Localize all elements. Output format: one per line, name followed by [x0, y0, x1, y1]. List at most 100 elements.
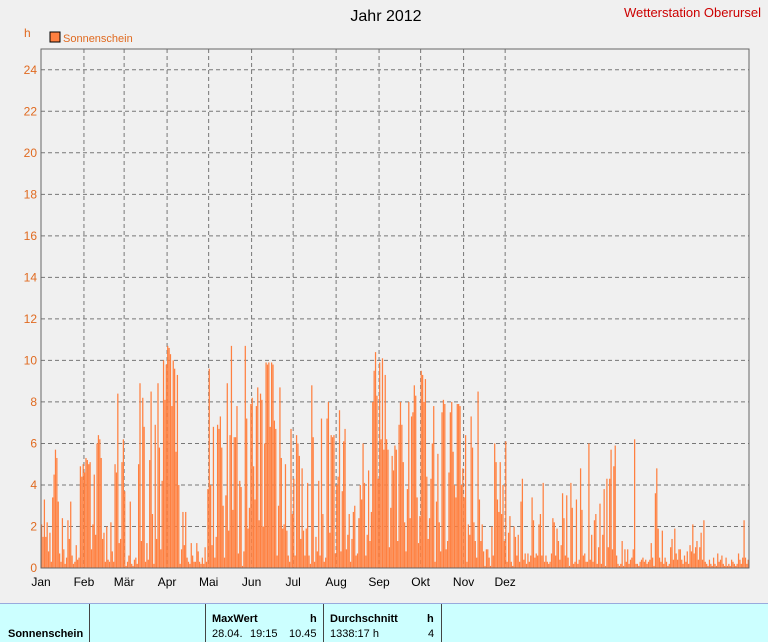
x-tick-label: Jul — [285, 575, 300, 589]
bar — [462, 468, 464, 568]
bar — [140, 541, 143, 568]
bar — [656, 468, 658, 568]
bar — [692, 524, 694, 568]
y-tick-label: 20 — [24, 146, 38, 160]
bar — [708, 559, 711, 568]
bar — [183, 545, 185, 568]
bar — [264, 443, 266, 568]
bar — [607, 547, 609, 568]
bar — [352, 511, 354, 568]
bar — [174, 368, 176, 568]
bar — [273, 420, 276, 568]
bar — [97, 435, 100, 568]
max-date: 28.04. — [212, 628, 243, 640]
bar — [539, 514, 542, 568]
bar — [535, 553, 537, 568]
stats-panel: Sonnenschein MaxWert h 28.04. 19:15 10.4… — [0, 603, 768, 642]
bar — [63, 549, 65, 568]
bar — [703, 520, 705, 568]
bar — [154, 424, 156, 568]
bar — [251, 397, 253, 568]
bar — [514, 536, 517, 568]
bar — [70, 501, 72, 568]
bar — [564, 555, 566, 568]
bar — [585, 561, 587, 568]
bar — [110, 522, 112, 568]
bar — [584, 553, 586, 568]
bar — [151, 514, 154, 568]
bar — [290, 428, 292, 568]
bar — [660, 561, 662, 568]
bar — [190, 543, 192, 568]
bar — [491, 526, 493, 568]
bar — [451, 401, 453, 568]
bar — [631, 557, 633, 568]
bar — [388, 547, 391, 568]
bar — [521, 478, 524, 568]
bar — [248, 507, 251, 568]
bar — [370, 511, 372, 568]
bar — [168, 347, 170, 568]
bar — [689, 545, 691, 568]
bar — [402, 462, 404, 568]
bar — [59, 553, 61, 568]
x-tick-label: Feb — [74, 575, 95, 589]
bar — [221, 447, 223, 568]
bar — [401, 424, 403, 568]
bar — [271, 362, 273, 568]
bar — [426, 476, 428, 568]
bar — [226, 383, 228, 568]
bar — [387, 449, 389, 568]
bar — [724, 565, 726, 568]
bar — [229, 435, 231, 568]
bar — [482, 551, 485, 568]
bar — [47, 551, 50, 568]
bar — [625, 561, 627, 568]
bar — [289, 561, 291, 568]
bar — [725, 557, 727, 568]
bar — [747, 559, 749, 568]
bar — [74, 561, 76, 568]
bar — [602, 534, 604, 568]
y-tick-label: 16 — [24, 229, 38, 243]
bar — [182, 511, 184, 568]
bar — [571, 507, 573, 568]
bar — [189, 563, 191, 568]
bar — [100, 457, 102, 568]
bar — [315, 536, 317, 568]
bar — [635, 563, 637, 568]
bar — [354, 505, 356, 568]
bar — [308, 555, 310, 568]
bar — [579, 468, 582, 568]
bar — [337, 476, 339, 568]
bar — [232, 509, 234, 568]
bar — [412, 412, 414, 568]
bar — [647, 561, 650, 568]
bar — [200, 563, 202, 568]
bar — [737, 553, 740, 568]
bar — [427, 538, 429, 568]
bar — [620, 563, 622, 568]
bar — [300, 538, 302, 568]
bar — [419, 516, 421, 568]
x-tick-label: Apr — [158, 575, 177, 589]
bar — [500, 514, 503, 568]
bar — [488, 557, 490, 568]
bar — [681, 559, 683, 568]
bar — [133, 559, 136, 568]
bar — [409, 518, 411, 568]
bar — [79, 466, 82, 568]
bar — [653, 565, 655, 568]
bar — [578, 559, 580, 568]
bar — [484, 565, 486, 568]
bar — [83, 472, 86, 568]
bar — [696, 541, 698, 568]
bar — [101, 538, 104, 568]
bar — [372, 401, 374, 568]
bar — [348, 514, 350, 568]
bar — [377, 478, 379, 568]
bar — [746, 563, 748, 568]
bar — [683, 555, 686, 568]
bar — [142, 397, 144, 568]
